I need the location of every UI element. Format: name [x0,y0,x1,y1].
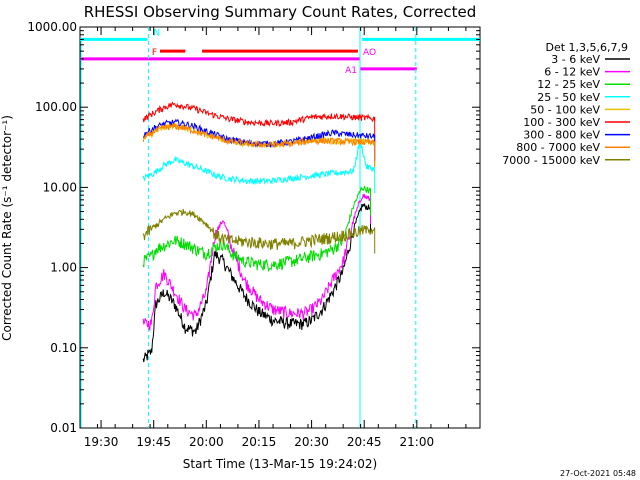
legend-entry-7: 800 - 7000 keV [516,141,600,154]
y-axis-label: Corrected Count Rate (s⁻¹ detector⁻¹) [0,115,14,341]
series-line-8 [142,208,376,254]
legend-entry-0: 3 - 6 keV [551,53,600,66]
legend-entry-6: 300 - 800 keV [523,129,600,142]
y-tick-label-0: 0.01 [50,421,77,435]
legend-entry-3: 25 - 50 keV [537,91,600,104]
x-tick-label-1: 19:45 [136,435,171,449]
x-tick-label-5: 20:45 [347,435,382,449]
y-tick-label-3: 10.00 [43,180,77,194]
plot-frame [79,26,481,429]
chart-title: RHESSI Observing Summary Count Rates, Co… [84,3,477,21]
y-tick-label-4: 100.00 [35,100,77,114]
x-tick-label-3: 20:15 [242,435,277,449]
y-tick-label-1: 0.10 [50,341,77,355]
series-line-7 [142,121,376,167]
x-tick-label-4: 20:30 [294,435,329,449]
series-line-5 [142,101,376,143]
x-tick-label-6: 21:00 [400,435,435,449]
y-tick-label-5: 1000.00 [27,20,77,34]
footer-timestamp: 27-Oct-2021 05:48 [560,469,636,478]
legend-header: Det 1,3,5,6,7,9 [545,41,628,54]
legend-entry-4: 50 - 100 keV [530,103,600,116]
state-bar-label-f: F [152,48,157,58]
series-line-0 [142,203,371,363]
x-tick-label-0: 19:30 [84,435,119,449]
series-line-3 [142,136,376,194]
y-tick-label-2: 1.00 [50,261,77,275]
legend-entry-2: 12 - 25 keV [537,78,600,91]
state-bar-label-n: N [153,28,160,38]
series-line-1 [142,193,371,332]
state-bar-label-a1: A1 [345,66,357,76]
y-axis: 0.01 0.10 1.00 10.00 100.00 1000.00 [27,20,480,435]
x-tick-label-2: 20:00 [189,435,224,449]
plot-area: NF AO A1 [79,26,481,429]
legend-entry-1: 6 - 12 keV [544,66,600,79]
legend-entry-8: 7000 - 15000 keV [502,154,600,167]
x-axis: 19:30 19:45 20:00 20:15 20:30 20:45 21:00 [79,27,467,449]
legend-entry-5: 100 - 300 keV [523,116,600,129]
x-axis-label: Start Time (13-Mar-15 19:24:02) [183,457,377,471]
state-bar-label-ao: AO [363,48,376,58]
series-line-2 [142,185,371,273]
